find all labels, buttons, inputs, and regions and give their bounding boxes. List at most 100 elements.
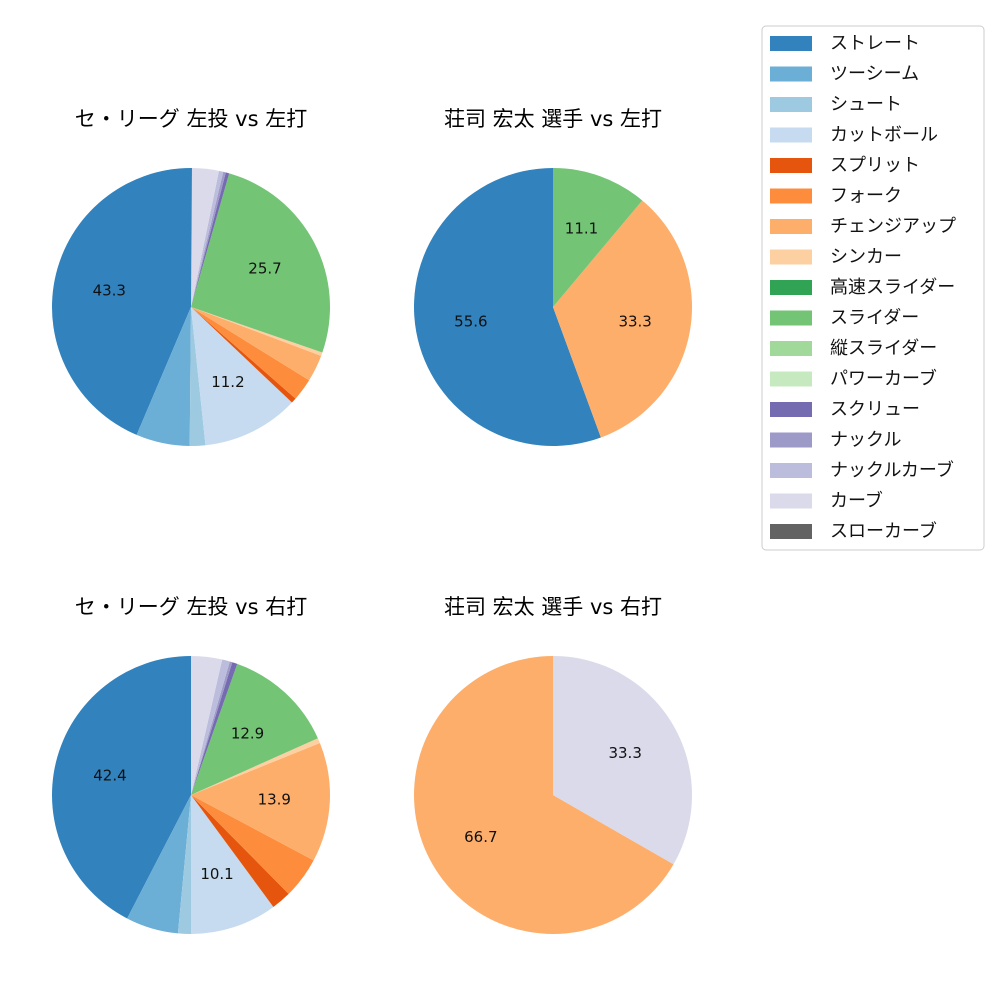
slice-label: 33.3 <box>608 744 641 762</box>
pie-chart-4: 荘司 宏太 選手 vs 右打 66.7 33.3 <box>414 595 692 935</box>
pie-chart-2: 荘司 宏太 選手 vs 左打 55.6 33.3 11.1 <box>414 107 693 446</box>
legend-swatch <box>770 66 812 82</box>
legend-label: ストレート <box>830 33 920 54</box>
pie-slice <box>191 170 224 307</box>
pie-slice <box>51 168 191 435</box>
legend-item: スローカーブ <box>770 520 937 542</box>
slice-label: 42.4 <box>93 766 126 784</box>
slice-label: 10.1 <box>200 865 233 883</box>
pie-slice <box>414 656 674 935</box>
legend-swatch <box>770 432 812 448</box>
legend-swatch <box>770 219 812 234</box>
legend-swatch <box>770 371 812 387</box>
legend-swatch <box>770 249 812 265</box>
pie-slice <box>136 307 191 446</box>
pie-slice <box>127 795 191 934</box>
pie-slice <box>191 307 296 403</box>
pie-slice <box>177 795 191 934</box>
legend-item: チェンジアップ <box>770 216 956 237</box>
legend-swatch <box>770 188 812 204</box>
pie-slice <box>191 307 322 381</box>
slice-label: 66.7 <box>464 828 497 846</box>
legend-label: スライダー <box>830 308 919 329</box>
pie-slice <box>191 171 226 307</box>
pie-charts: セ・リーグ 左投 vs 左打 43.3 11.2 25.7 荘司 宏太 選手 vs 左打… <box>51 107 693 935</box>
legend-swatch <box>770 402 812 417</box>
legend-label: パワーカーブ <box>830 368 937 390</box>
pie-slice <box>191 172 230 307</box>
legend-label: カットボール <box>830 125 938 146</box>
legend-swatch <box>770 524 812 539</box>
pie-slice <box>191 307 323 356</box>
slice-label: 11.2 <box>211 373 244 391</box>
legend-label: フォーク <box>830 186 902 207</box>
pie-slice <box>553 656 692 865</box>
legend-item: ナックル <box>770 430 901 451</box>
chart-title: 荘司 宏太 選手 vs 右打 <box>444 595 662 619</box>
slice-label: 33.3 <box>618 312 651 330</box>
pie-slice <box>191 743 330 861</box>
pie-chart-3: セ・リーグ 左投 vs 右打 42.4 10.1 13.9 12.9 <box>51 595 330 934</box>
pie-slice <box>553 168 643 307</box>
legend-label: スクリュー <box>830 399 920 420</box>
chart-title: セ・リーグ 左投 vs 左打 <box>75 107 307 131</box>
slice-label: 43.3 <box>93 281 126 299</box>
legend-label: ナックルカーブ <box>830 459 954 481</box>
legend-label: 高速スライダー <box>830 277 955 298</box>
pie-slice <box>191 795 314 894</box>
pie-slice <box>191 662 238 795</box>
slice-label: 55.6 <box>454 313 487 331</box>
legend-swatch <box>770 97 812 112</box>
slice-label: 13.9 <box>258 790 291 808</box>
pie-slice <box>191 168 192 307</box>
legend-label: スローカーブ <box>830 520 937 542</box>
slice-label: 12.9 <box>231 725 264 743</box>
legend-swatch <box>770 127 812 143</box>
legend-item: 高速スライダー <box>770 277 955 298</box>
pie-slice <box>191 795 289 907</box>
slice-label: 11.1 <box>565 220 598 238</box>
legend-item: ストレート <box>770 33 920 54</box>
legend-swatch <box>770 280 812 295</box>
legend-swatch <box>770 341 812 356</box>
legend-item: ナックルカーブ <box>770 459 954 481</box>
pie-slice <box>414 168 601 446</box>
legend-item: スプリット <box>770 155 920 176</box>
pie-slice <box>191 168 219 307</box>
legend-item: 縦スライダー <box>770 338 937 359</box>
legend-label: チェンジアップ <box>830 216 956 237</box>
pie-slice <box>191 661 233 795</box>
legend-frame <box>761 25 985 551</box>
legend-label: カーブ <box>830 490 883 512</box>
legend-item: スライダー <box>770 308 919 329</box>
legend-swatch <box>770 493 812 509</box>
pie-slice <box>191 738 320 795</box>
legend-item: カットボール <box>770 125 938 146</box>
pie-slice <box>191 307 310 399</box>
pie-slice <box>191 656 223 795</box>
legend-item: パワーカーブ <box>770 368 937 390</box>
legend-item: ツーシーム <box>770 64 919 85</box>
legend-item: フォーク <box>770 186 902 207</box>
slice-label: 25.7 <box>248 260 281 278</box>
legend-item: スクリュー <box>770 399 920 420</box>
legend-label: シンカー <box>830 247 902 268</box>
legend-swatch <box>770 463 812 478</box>
pie-slice <box>191 795 274 934</box>
legend-label: 縦スライダー <box>830 338 937 359</box>
pie-chart-1: セ・リーグ 左投 vs 左打 43.3 11.2 25.7 <box>51 107 330 447</box>
pie-slice <box>191 659 230 795</box>
legend-label: ナックル <box>830 430 901 451</box>
pie-slice <box>191 173 330 353</box>
legend: ストレートツーシームシュートカットボールスプリットフォークチェンジアップシンカー… <box>761 25 985 551</box>
pie-slice <box>51 656 191 919</box>
legend-swatch <box>770 158 812 173</box>
legend-item: シュート <box>770 94 902 115</box>
chart-title: セ・リーグ 左投 vs 右打 <box>75 595 307 619</box>
pie-slice <box>189 307 206 447</box>
legend-label: ツーシーム <box>830 64 919 85</box>
legend-label: スプリット <box>830 155 920 176</box>
legend-swatch <box>770 36 812 51</box>
pie-slice <box>191 663 318 795</box>
